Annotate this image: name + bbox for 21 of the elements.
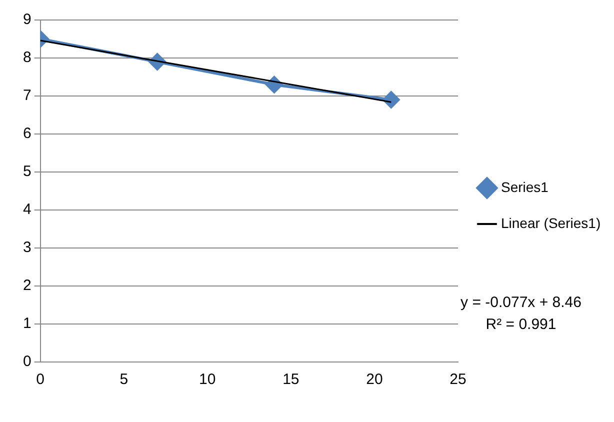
y-tick-label: 3: [23, 239, 32, 256]
x-tick-label: 20: [366, 371, 383, 388]
text: R² = 0.991: [484, 315, 558, 335]
text: y = -0.077x + 8.46: [460, 293, 582, 313]
legend-label: Series1: [501, 178, 549, 195]
y-tick-label: 8: [23, 49, 32, 66]
y-tick-label: 4: [23, 201, 32, 218]
x-tick-label: 15: [282, 371, 300, 388]
y-tick-label: 2: [23, 277, 32, 294]
y-tick-label: 7: [23, 87, 32, 104]
y-tick-label: 9: [23, 11, 32, 28]
x-tick-label: 5: [120, 371, 128, 388]
y-tick-label: 1: [23, 315, 32, 332]
x-tick-label: 10: [199, 371, 216, 388]
y-tick-label: 5: [23, 163, 32, 180]
x-tick-label: 0: [36, 371, 45, 388]
legend-label: Linear (Series1): [501, 214, 601, 231]
y-tick-label: 0: [23, 353, 32, 370]
point: [382, 91, 400, 108]
y-tick-label: 6: [23, 125, 32, 142]
x-tick-label: 25: [450, 371, 466, 388]
